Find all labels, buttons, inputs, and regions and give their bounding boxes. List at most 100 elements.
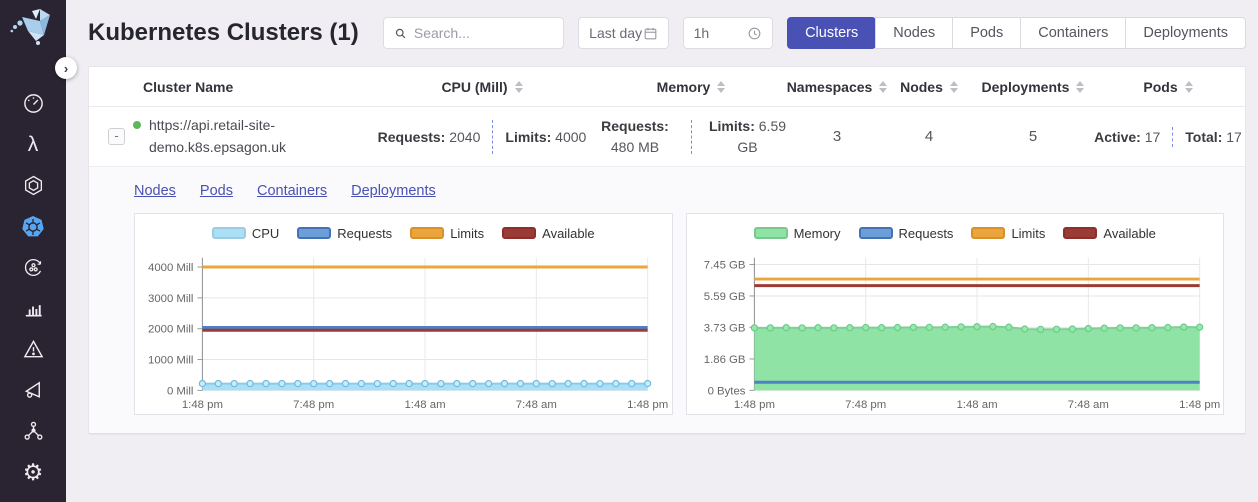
legend-item-requests[interactable]: Requests	[858, 225, 954, 241]
legend-label: CPU	[251, 225, 280, 241]
memory-chart[interactable]: 0 Bytes 1.86 GB 3.73 GB 5.59 GB 7.45 GB 1:48 …	[697, 246, 1220, 418]
gauge-icon	[23, 94, 43, 113]
cpu-requests-value: 2040	[449, 128, 481, 145]
dashed-divider	[691, 119, 692, 154]
cpu-cell: Requests: 2040 Limits: 4000	[373, 119, 591, 154]
chevron-right-icon: ›	[63, 60, 69, 76]
svg-text:7:48 pm: 7:48 pm	[293, 400, 334, 412]
sidebar-item-announcements[interactable]	[0, 370, 66, 411]
dashed-divider	[1172, 126, 1174, 147]
subtab-deployments[interactable]: Deployments	[351, 183, 436, 200]
sort-icon[interactable]	[717, 80, 726, 93]
pods-cell: Active: 17 Total: 17	[1094, 126, 1242, 147]
lambda-icon: λ	[27, 132, 39, 156]
column-header-cluster-name: Cluster Name	[143, 78, 234, 95]
bar-chart-icon	[25, 305, 42, 317]
legend-item-limits[interactable]: Limits	[410, 226, 484, 241]
sort-icon[interactable]	[879, 80, 888, 93]
sidebar-expand-button[interactable]: ›	[55, 57, 77, 79]
pods-active-value: 17	[1144, 128, 1161, 145]
cpu-chart-card: CPU Requests Limits Available 0 Mill 1000 Mi…	[134, 213, 673, 418]
subtab-nodes[interactable]: Nodes	[134, 183, 176, 200]
epsagon-logo[interactable]	[0, 0, 66, 57]
sidebar-item-pipelines[interactable]	[0, 247, 66, 288]
search-input[interactable]	[413, 25, 554, 41]
cpu-chart[interactable]: 0 Mill 1000 Mill 2000 Mill 3000 Mill 4000 Mi…	[145, 246, 668, 418]
legend-item-limits[interactable]: Limits	[971, 226, 1045, 241]
sort-icon[interactable]	[1076, 80, 1085, 93]
sidebar-item-metrics[interactable]	[0, 288, 66, 329]
sidebar-item-service-map[interactable]	[0, 411, 66, 452]
graph-icon	[23, 421, 43, 440]
clock-icon	[748, 27, 761, 39]
table-header-row: Cluster Name CPU (Mill) Memory Namespace…	[89, 67, 1245, 107]
legend-swatch	[297, 227, 332, 240]
svg-text:0 Bytes: 0 Bytes	[707, 386, 745, 398]
hexagon-icon	[24, 175, 42, 196]
sidebar-item-containers[interactable]	[0, 165, 66, 206]
svg-text:1:48 pm: 1:48 pm	[1179, 400, 1220, 412]
sort-icon[interactable]	[949, 80, 958, 93]
svg-text:5.59 GB: 5.59 GB	[703, 291, 745, 303]
column-header-cpu: CPU (Mill)	[373, 79, 591, 95]
legend-swatch	[1063, 227, 1098, 240]
detail-subtabs: Nodes Pods Containers Deployments	[134, 183, 1224, 199]
namespaces-value: 3	[832, 128, 842, 146]
column-header-memory: Memory	[591, 79, 791, 95]
warning-icon	[23, 339, 43, 358]
search-icon	[395, 28, 406, 38]
sort-icon[interactable]	[1184, 80, 1193, 93]
gear-icon: ⚙	[22, 459, 44, 485]
svg-text:1:48 pm: 1:48 pm	[182, 400, 223, 412]
legend-label: Memory	[793, 225, 841, 241]
column-header-namespaces: Namespaces	[787, 79, 888, 95]
legend-label: Requests	[898, 225, 954, 241]
legend-item-available[interactable]: Available	[1063, 226, 1156, 241]
legend-swatch	[971, 227, 1006, 240]
legend-item-requests[interactable]: Requests	[297, 226, 392, 241]
svg-text:7:48 pm: 7:48 pm	[845, 400, 886, 412]
tab-containers[interactable]: Containers	[1020, 17, 1127, 49]
chart-legend: Memory Requests Limits Available	[697, 222, 1214, 244]
megaphone-icon	[24, 381, 40, 398]
subtab-containers[interactable]: Containers	[256, 183, 328, 200]
sidebar-item-dashboard[interactable]	[0, 83, 66, 124]
sidebar-nav: λ	[0, 83, 66, 493]
chart-legend: CPU Requests Limits Available	[145, 222, 662, 244]
tab-nodes[interactable]: Nodes	[875, 17, 954, 49]
legend-swatch	[211, 227, 246, 240]
column-header-nodes: Nodes	[883, 79, 975, 95]
time-range-value: Last day	[589, 25, 643, 41]
sidebar-item-functions[interactable]: λ	[0, 124, 66, 165]
svg-text:7.45 GB: 7.45 GB	[703, 260, 745, 272]
svg-text:3.73 GB: 3.73 GB	[703, 323, 745, 335]
sidebar-item-alerts[interactable]	[0, 329, 66, 370]
svg-text:1:48 pm: 1:48 pm	[733, 400, 774, 412]
tab-clusters[interactable]: Clusters	[787, 17, 877, 49]
interval-value: 1h	[693, 25, 710, 41]
svg-text:1000 Mill: 1000 Mill	[148, 355, 193, 367]
legend-item-available[interactable]: Available	[502, 226, 595, 241]
search-box[interactable]	[382, 17, 565, 49]
nodes-value: 4	[924, 128, 934, 146]
svg-text:1:48 pm: 1:48 pm	[627, 400, 668, 412]
cluster-name[interactable]: https://api.retail-site-demo.k8s.epsagon…	[149, 117, 286, 155]
time-range-picker[interactable]: Last day	[578, 17, 669, 49]
pods-total-value: 17	[1226, 128, 1242, 145]
sidebar-item-kubernetes[interactable]	[0, 206, 66, 247]
memory-limits-value: 6.59 GB	[737, 117, 787, 155]
collapse-row-button[interactable]: -	[108, 128, 125, 146]
legend-label: Limits	[450, 225, 485, 241]
tab-pods[interactable]: Pods	[952, 17, 1022, 49]
svg-text:4000 Mill: 4000 Mill	[148, 262, 193, 274]
tab-deployments[interactable]: Deployments	[1125, 17, 1246, 49]
interval-picker[interactable]: 1h	[682, 17, 774, 49]
charts-row: CPU Requests Limits Available 0 Mill 1000 Mi…	[134, 213, 1224, 418]
legend-item-cpu[interactable]: CPU	[211, 225, 280, 241]
table-row: - https://api.retail-site-demo.k8s.epsag…	[89, 107, 1245, 168]
subtab-pods[interactable]: Pods	[199, 183, 233, 200]
svg-text:3000 Mill: 3000 Mill	[148, 293, 193, 305]
sort-icon[interactable]	[514, 80, 523, 93]
legend-item-memory[interactable]: Memory	[753, 225, 841, 241]
sidebar-item-settings[interactable]: ⚙	[0, 452, 66, 493]
